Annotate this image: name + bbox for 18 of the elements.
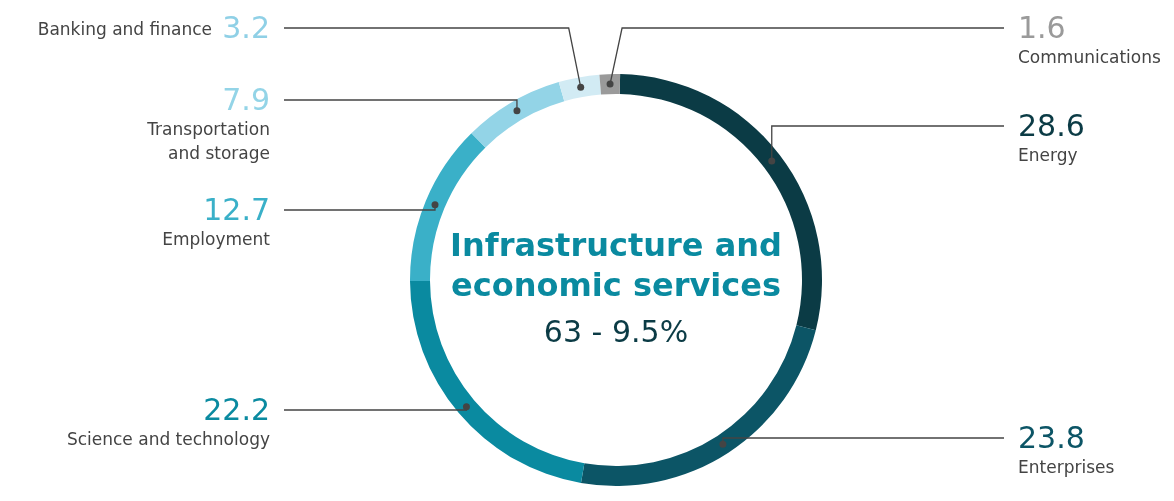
data-label: 23.8 <box>1018 420 1085 455</box>
data-label: 3.2 <box>222 10 270 45</box>
donut-slice <box>471 82 565 148</box>
slice-label: Enterprises <box>1018 457 1115 477</box>
data-label: 1.6 <box>1018 10 1066 45</box>
slice-label: Transportation and storage <box>146 119 270 163</box>
slice-label: Energy <box>1018 145 1078 165</box>
slice-label: Communications <box>1018 47 1161 67</box>
data-label: 12.7 <box>203 192 270 227</box>
text: Infrastructure and economic services <box>450 226 782 304</box>
slice-label: Employment <box>162 229 271 249</box>
data-label: 28.6 <box>1018 108 1085 143</box>
slice-label: Banking and finance <box>37 19 212 39</box>
slice-label: Science and technology <box>66 429 270 449</box>
donut-slice <box>558 74 602 102</box>
text: 63 - 9.5% <box>543 314 689 349</box>
data-label: 22.2 <box>203 392 270 427</box>
data-label: 7.9 <box>222 82 270 117</box>
